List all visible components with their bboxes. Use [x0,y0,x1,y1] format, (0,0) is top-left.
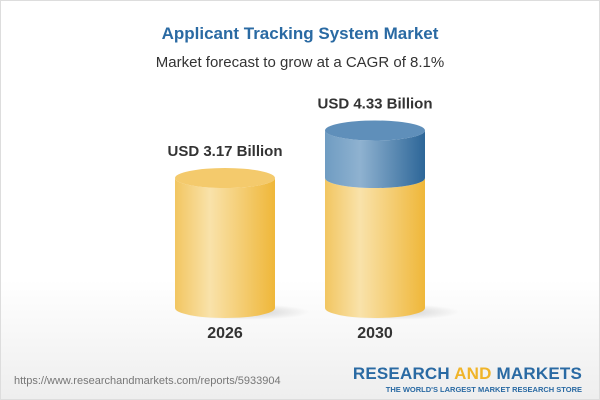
cylinder-top [325,120,425,141]
data-label: USD 3.17 Billion [167,143,282,160]
cylinder-body-base [175,178,275,318]
chart-title: Applicant Tracking System Market [161,24,439,43]
cylinder-body-base [325,178,425,318]
cylinder-body-growth [325,130,425,189]
cylinder-chart: USD 3.17 Billion 2026 USD 4.33 Billion 2030 [167,95,460,342]
data-label: USD 4.33 Billion [317,95,432,112]
chart-subtitle: Market forecast to grow at a CAGR of 8.1… [155,54,445,71]
cylinder-top [175,168,275,189]
source-url[interactable]: https://www.researchandmarkets.com/repor… [14,375,281,387]
category-label: 2026 [207,325,243,342]
category-label: 2030 [357,325,393,342]
research-and-markets-logo: RESEARCH AND MARKETS THE WORLD'S LARGEST… [352,364,582,394]
